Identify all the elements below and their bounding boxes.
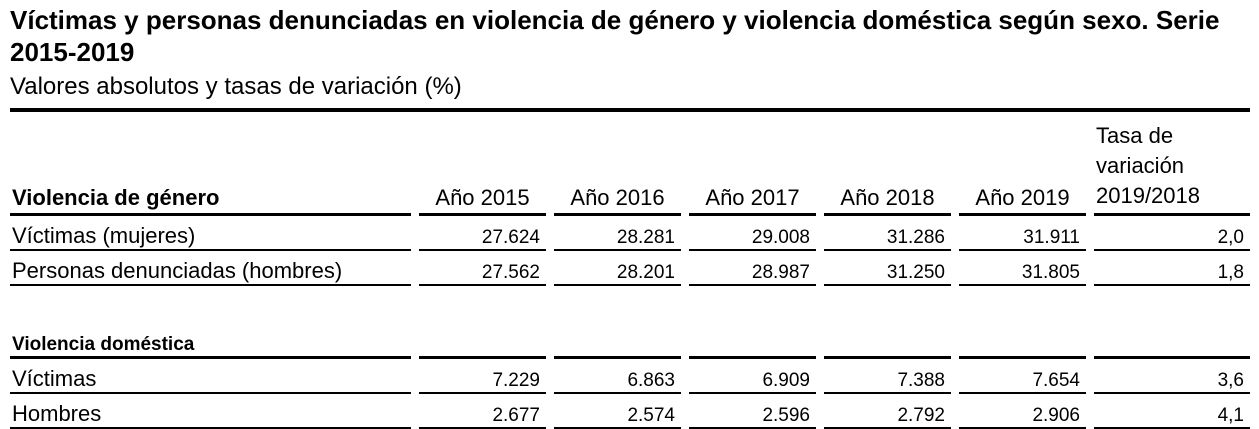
cell-2017: 2.596 xyxy=(681,393,824,429)
row-label: Personas denunciadas (hombres) xyxy=(10,250,415,286)
cell-rate: 3,6 xyxy=(1090,357,1250,394)
column-header-2018: Año 2018 xyxy=(820,113,955,216)
column-header-2017: Año 2017 xyxy=(685,113,820,216)
section-heading-domestic-violence: Violencia doméstica xyxy=(10,320,1250,359)
cell-2018: 31.250 xyxy=(816,250,959,286)
table-row: Hombres 2.677 2.574 2.596 2.792 2.906 4,… xyxy=(10,393,1250,429)
cell-rate: 4,1 xyxy=(1090,393,1250,429)
cell-2019: 7.654 xyxy=(951,357,1094,394)
table-row: Víctimas (mujeres) 27.624 28.281 29.008 … xyxy=(10,214,1250,251)
cell-rate: 2,0 xyxy=(1090,214,1250,251)
cell-2018: 2.792 xyxy=(816,393,959,429)
cell-2016: 28.201 xyxy=(546,250,689,286)
cell-2015: 2.677 xyxy=(411,393,554,429)
cell-2019: 31.911 xyxy=(951,214,1094,251)
cell-2019: 2.906 xyxy=(951,393,1094,429)
cell-2015: 27.624 xyxy=(411,214,554,251)
table-row: Víctimas 7.229 6.863 6.909 7.388 7.654 3… xyxy=(10,357,1250,394)
table-row: Personas denunciadas (hombres) 27.562 28… xyxy=(10,250,1250,286)
cell-2017: 28.987 xyxy=(681,250,824,286)
row-label: Víctimas xyxy=(10,357,415,394)
page-title: Víctimas y personas denunciadas en viole… xyxy=(10,5,1220,67)
column-header-2019: Año 2019 xyxy=(955,113,1090,216)
cell-2017: 29.008 xyxy=(681,214,824,251)
data-table: Violencia de género Año 2015 Año 2016 Añ… xyxy=(10,113,1250,429)
cell-2017: 6.909 xyxy=(681,357,824,394)
cell-2018: 31.286 xyxy=(816,214,959,251)
column-header-rate: Tasa de variación 2019/2018 xyxy=(1090,113,1250,216)
section-heading-row: Violencia doméstica xyxy=(10,320,1250,359)
column-header-2016: Año 2016 xyxy=(550,113,685,216)
cell-2018: 7.388 xyxy=(816,357,959,394)
cell-2016: 6.863 xyxy=(546,357,689,394)
row-label: Hombres xyxy=(10,393,415,429)
cell-2016: 2.574 xyxy=(546,393,689,429)
header-row: Violencia de género Año 2015 Año 2016 Añ… xyxy=(10,113,1250,216)
row-label: Víctimas (mujeres) xyxy=(10,214,415,251)
top-rule xyxy=(10,108,1250,112)
cell-2015: 7.229 xyxy=(411,357,554,394)
cell-2019: 31.805 xyxy=(951,250,1094,286)
column-header-2015: Año 2015 xyxy=(415,113,550,216)
spacer-row xyxy=(10,285,1250,320)
cell-rate: 1,8 xyxy=(1090,250,1250,286)
cell-2016: 28.281 xyxy=(546,214,689,251)
section-heading-gender-violence: Violencia de género xyxy=(10,113,415,216)
page-subtitle: Valores absolutos y tasas de variación (… xyxy=(10,73,462,100)
cell-2015: 27.562 xyxy=(411,250,554,286)
